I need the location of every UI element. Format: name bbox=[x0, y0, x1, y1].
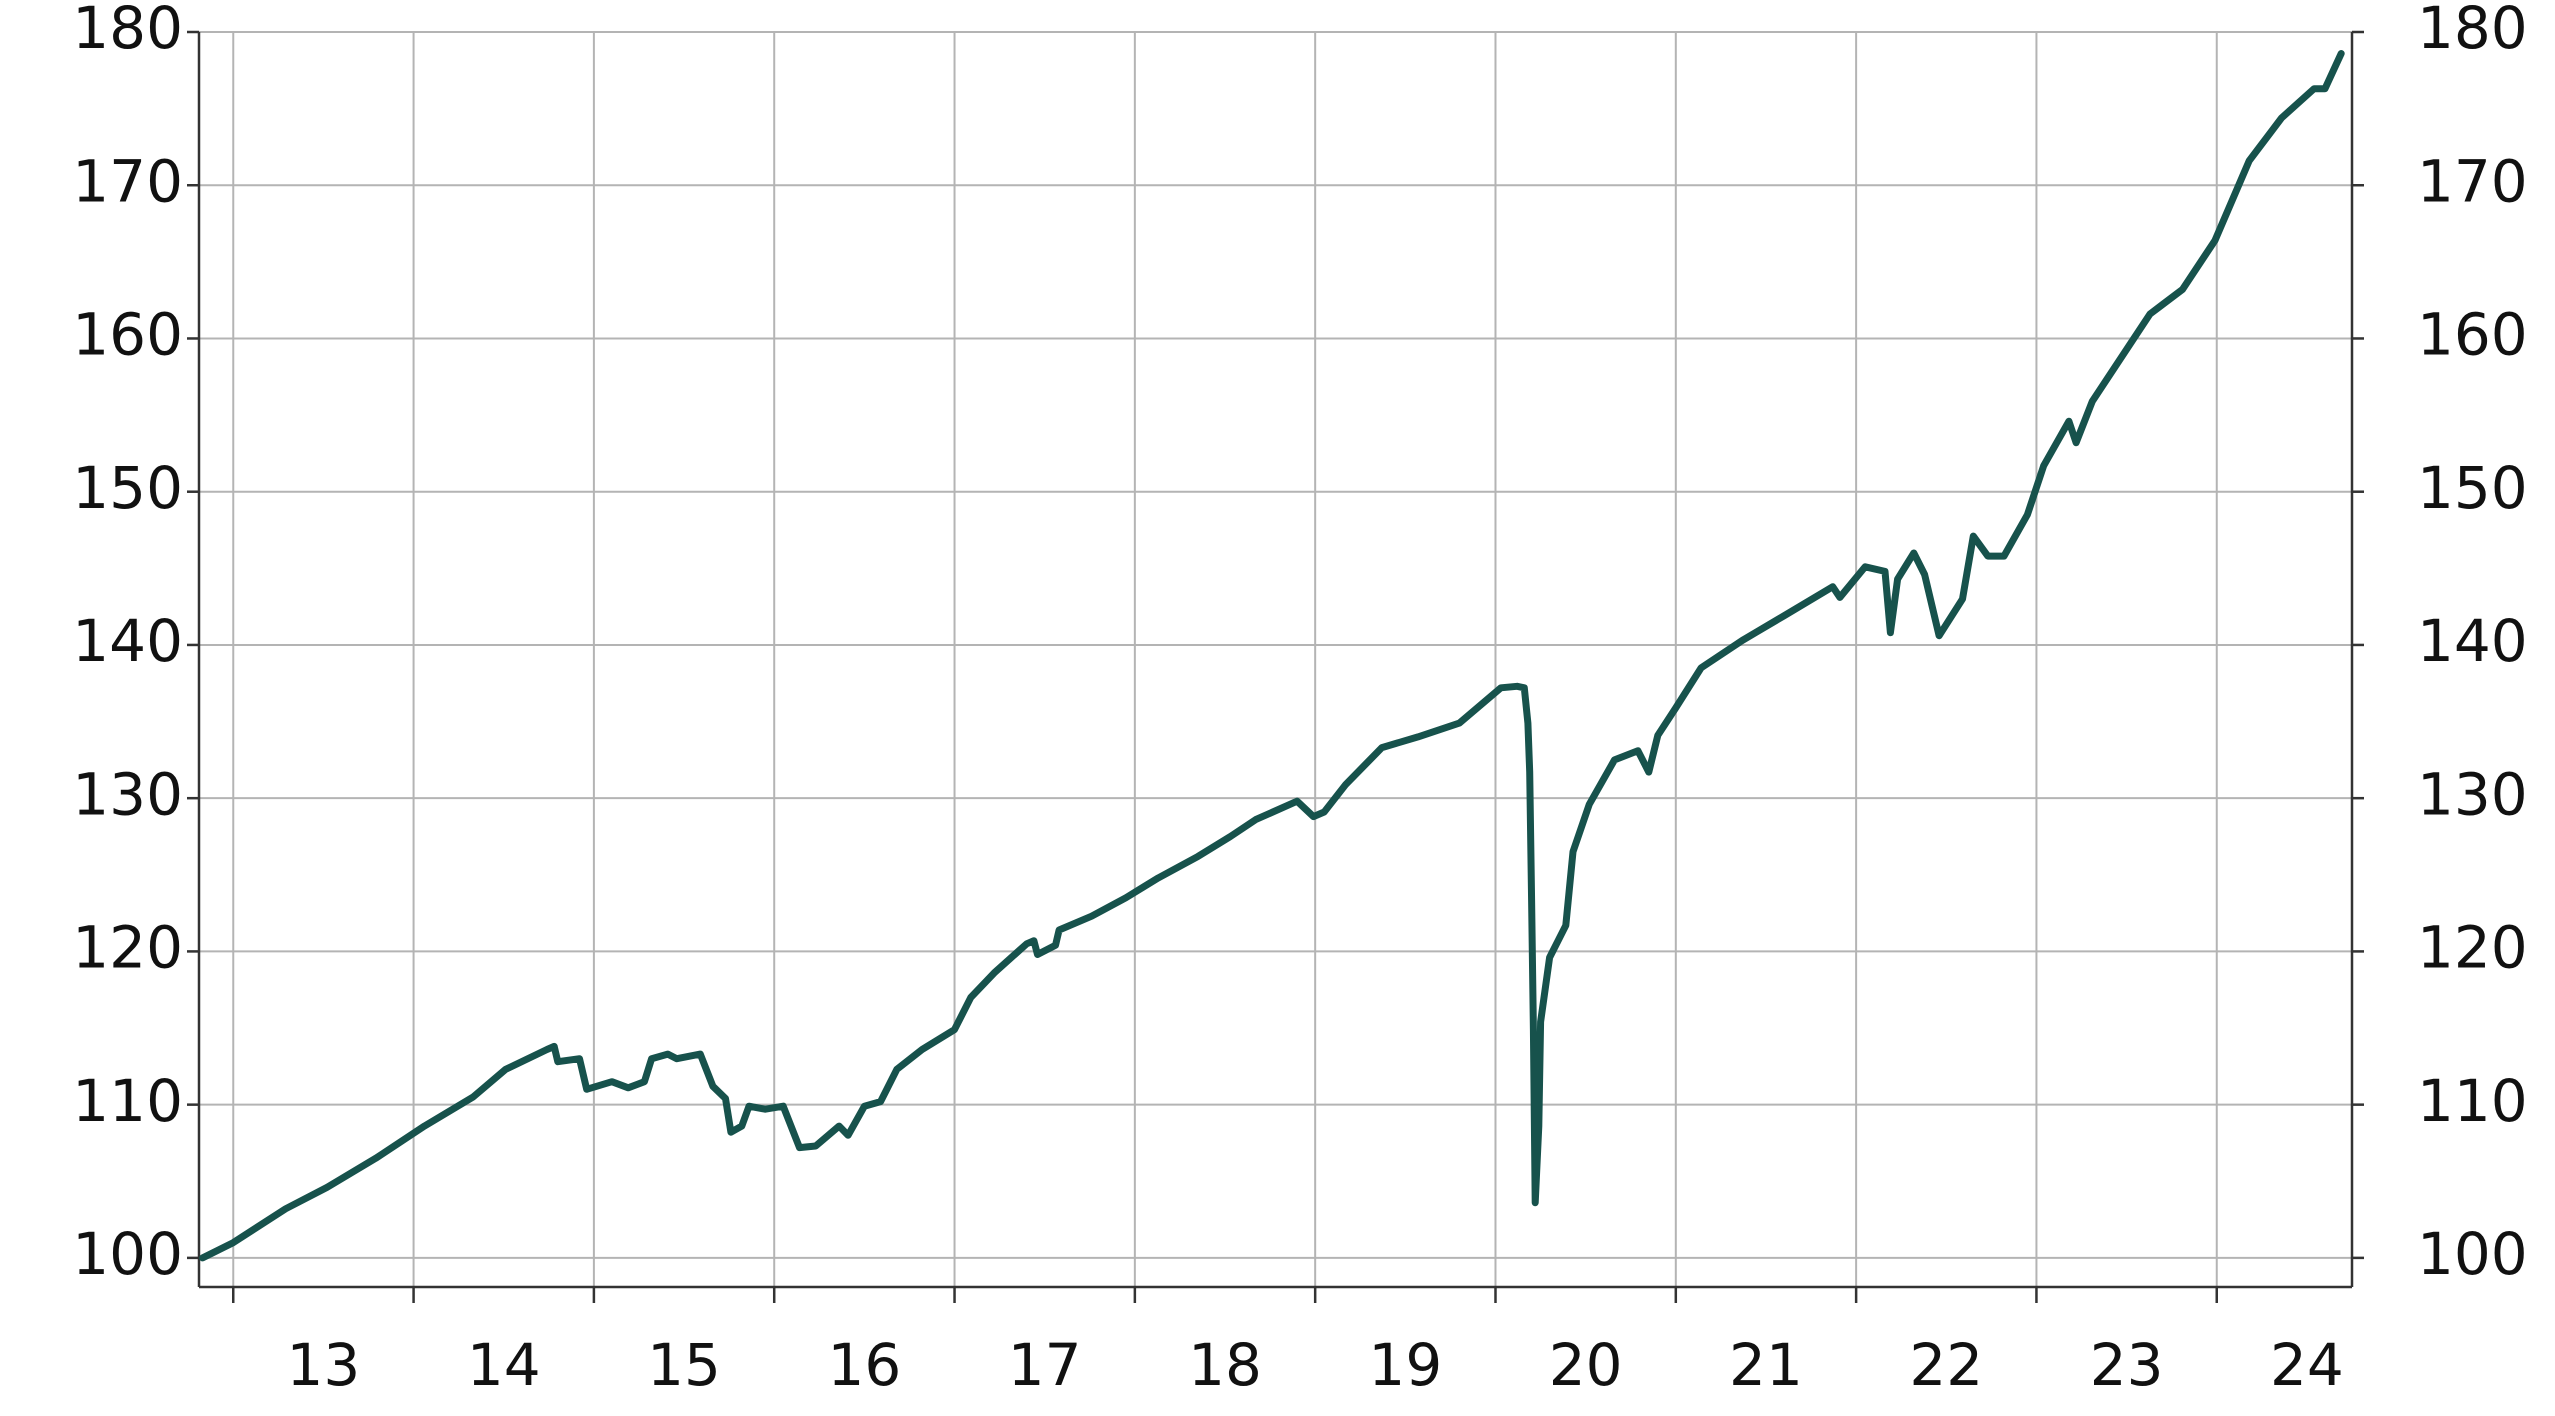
series-line bbox=[199, 50, 2345, 1262]
y-tick-label: 100 bbox=[72, 1220, 183, 1288]
x-tick-label: 16 bbox=[827, 1331, 901, 1399]
x-tick-label: 14 bbox=[467, 1331, 541, 1399]
y2-tick-label: 170 bbox=[2417, 147, 2528, 215]
y2-tick-label: 130 bbox=[2417, 760, 2528, 828]
x-tick-label: 21 bbox=[1729, 1331, 1803, 1399]
y-tick-label: 140 bbox=[72, 607, 183, 675]
x-tick-label: 22 bbox=[1909, 1331, 1983, 1399]
x-tick-label: 17 bbox=[1008, 1331, 1082, 1399]
x-tick-label: 23 bbox=[2090, 1331, 2164, 1399]
y-tick-label: 120 bbox=[72, 914, 183, 982]
y-tick-label: 170 bbox=[72, 147, 183, 215]
y2-tick-label: 100 bbox=[2417, 1220, 2528, 1288]
y2-tick-label: 110 bbox=[2417, 1067, 2528, 1135]
y-tick-label: 150 bbox=[72, 454, 183, 522]
x-tick-label: 20 bbox=[1549, 1331, 1623, 1399]
y2-tick-label: 150 bbox=[2417, 454, 2528, 522]
x-tick-label: 19 bbox=[1368, 1331, 1442, 1399]
y-tick-label: 180 bbox=[72, 0, 183, 62]
y2-tick-label: 120 bbox=[2417, 914, 2528, 982]
x-tick-label: 13 bbox=[287, 1331, 361, 1399]
x-tick-label: 18 bbox=[1188, 1331, 1262, 1399]
y-tick-label: 110 bbox=[72, 1067, 183, 1135]
x-tick-label: 24 bbox=[2270, 1331, 2344, 1399]
y2-tick-label: 180 bbox=[2417, 0, 2528, 62]
y-tick-label: 130 bbox=[72, 760, 183, 828]
y2-tick-label: 160 bbox=[2417, 301, 2528, 369]
x-tick-label: 15 bbox=[647, 1331, 721, 1399]
y2-tick-label: 140 bbox=[2417, 607, 2528, 675]
y-tick-label: 160 bbox=[72, 301, 183, 369]
